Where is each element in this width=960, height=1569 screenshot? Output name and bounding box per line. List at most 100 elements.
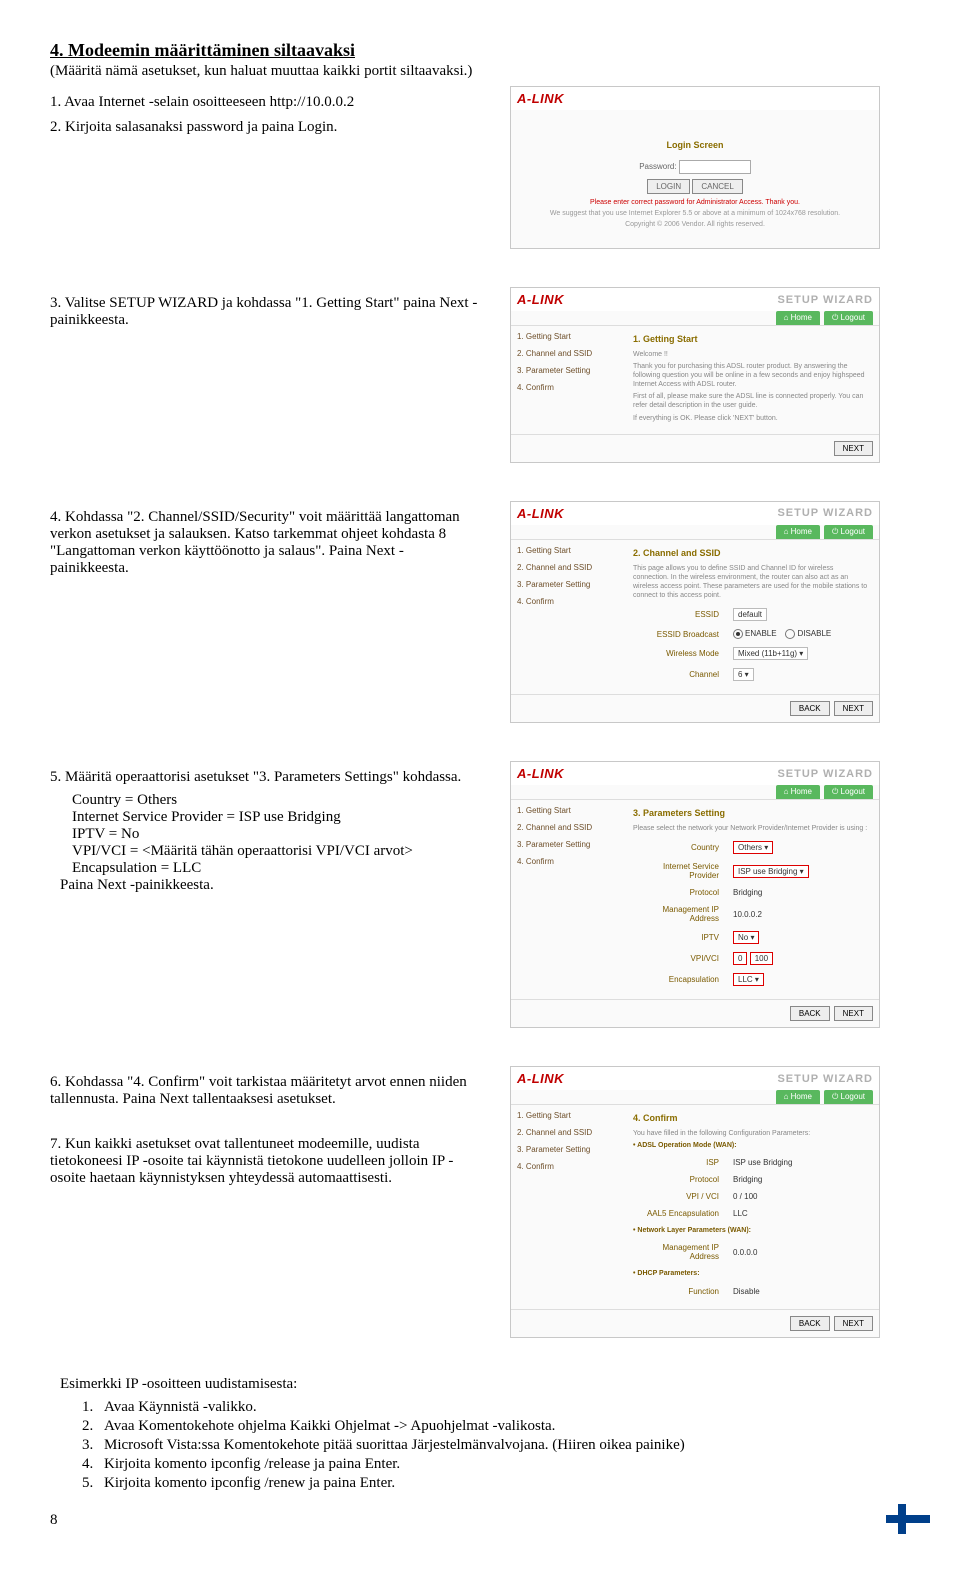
c-proto-l: Protocol <box>635 1172 727 1187</box>
nav-step-3[interactable]: 3. Parameter Setting <box>517 366 617 375</box>
nav-step-1[interactable]: 1. Getting Start <box>517 806 617 815</box>
content-p1: You have filled in the following Configu… <box>633 1129 869 1138</box>
page-number: 8 <box>50 1512 58 1528</box>
broadcast-label: ESSID Broadcast <box>635 626 727 642</box>
next-button[interactable]: NEXT <box>834 1006 873 1021</box>
wizard-sidenav: 1. Getting Start 2. Channel and SSID 3. … <box>511 800 623 999</box>
password-input[interactable] <box>679 160 751 174</box>
wmode-select[interactable]: Mixed (11b+11g) ▾ <box>733 647 808 660</box>
nav-step-2[interactable]: 2. Channel and SSID <box>517 823 617 832</box>
confirm-h2: • Network Layer Parameters (WAN): <box>633 1226 869 1235</box>
vpi-label: VPI/VCI <box>635 949 727 968</box>
isp-select[interactable]: ISP use Bridging ▾ <box>733 865 809 878</box>
ip-step-3: 3.Microsoft Vista:ssa Komentokehote pitä… <box>82 1437 910 1454</box>
vpi-input[interactable]: 0 <box>733 952 747 965</box>
iptv-label: IPTV <box>635 928 727 947</box>
next-button[interactable]: NEXT <box>834 701 873 716</box>
content-p1: This page allows you to define SSID and … <box>633 564 869 600</box>
essid-input[interactable]: default <box>733 608 767 621</box>
step-2: 2. Kirjoita salasanaksi password ja pain… <box>50 119 480 136</box>
wizard-sidenav: 1. Getting Start 2. Channel and SSID 3. … <box>511 540 623 694</box>
isp-label: Internet Service Provider <box>635 859 727 883</box>
back-button[interactable]: BACK <box>790 1316 830 1331</box>
brand-logo: A-LINK <box>517 91 564 106</box>
channel-label: Channel <box>635 665 727 684</box>
login-button[interactable]: LOGIN <box>647 179 690 194</box>
tab-logout[interactable]: ⏻ Logout <box>824 1090 873 1104</box>
broadcast-disable-radio[interactable] <box>785 629 795 639</box>
login-note-red: Please enter correct password for Admini… <box>511 199 879 206</box>
country-select[interactable]: Others ▾ <box>733 841 773 854</box>
brand-logo: A-LINK <box>517 506 564 521</box>
ip-step-2: 2.Avaa Komentokehote ohjelma Kaikki Ohje… <box>82 1418 910 1435</box>
mgmt-value: 10.0.0.2 <box>729 902 867 926</box>
nav-step-4[interactable]: 4. Confirm <box>517 383 617 392</box>
c-proto-v: Bridging <box>729 1172 867 1187</box>
cancel-button[interactable]: CANCEL <box>692 179 742 194</box>
content-p1: Please select the network your Network P… <box>633 824 869 833</box>
next-button[interactable]: NEXT <box>834 1316 873 1331</box>
tab-home[interactable]: ⌂ Home <box>776 311 820 325</box>
content-p3: If everything is OK. Please click 'NEXT'… <box>633 414 869 423</box>
back-button[interactable]: BACK <box>790 701 830 716</box>
brand-logo: A-LINK <box>517 292 564 307</box>
brand-logo: A-LINK <box>517 766 564 781</box>
tab-home[interactable]: ⌂ Home <box>776 525 820 539</box>
step-6: 6. Kohdassa "4. Confirm" voit tarkistaa … <box>50 1074 480 1108</box>
nav-step-1[interactable]: 1. Getting Start <box>517 1111 617 1120</box>
step5-l5: Encapsulation = LLC <box>72 860 490 877</box>
c-vpi-l: VPI / VCI <box>635 1189 727 1204</box>
tab-logout[interactable]: ⏻ Logout <box>824 311 873 325</box>
login-title: Login Screen <box>511 140 879 150</box>
content-title: 4. Confirm <box>633 1113 869 1123</box>
nav-step-4[interactable]: 4. Confirm <box>517 597 617 606</box>
content-p2: First of all, please make sure the ADSL … <box>633 392 869 410</box>
content-title: 3. Parameters Setting <box>633 808 869 818</box>
step-3: 3. Valitse SETUP WIZARD ja kohdassa "1. … <box>50 295 480 329</box>
nav-step-2[interactable]: 2. Channel and SSID <box>517 563 617 572</box>
content-p1: Thank you for purchasing this ADSL route… <box>633 362 869 389</box>
broadcast-enable-radio[interactable] <box>733 629 743 639</box>
nav-step-2[interactable]: 2. Channel and SSID <box>517 1128 617 1137</box>
finland-flag-icon <box>886 1504 930 1534</box>
vci-input[interactable]: 100 <box>750 952 773 965</box>
next-button[interactable]: NEXT <box>834 441 873 456</box>
tab-home[interactable]: ⌂ Home <box>776 785 820 799</box>
section-intro: (Määritä nämä asetukset, kun haluat muut… <box>50 63 910 80</box>
confirm-h1: • ADSL Operation Mode (WAN): <box>633 1141 869 1150</box>
tab-logout[interactable]: ⏻ Logout <box>824 785 873 799</box>
nav-step-2[interactable]: 2. Channel and SSID <box>517 349 617 358</box>
nav-step-1[interactable]: 1. Getting Start <box>517 546 617 555</box>
encap-select[interactable]: LLC ▾ <box>733 973 764 986</box>
wizard-title: SETUP WIZARD <box>777 768 873 780</box>
c-func-v: Disable <box>729 1284 867 1299</box>
wizard-sidenav: 1. Getting Start 2. Channel and SSID 3. … <box>511 1105 623 1308</box>
ip-intro: Esimerkki IP -osoitteen uudistamisesta: <box>60 1376 910 1393</box>
nav-step-3[interactable]: 3. Parameter Setting <box>517 580 617 589</box>
channel-select[interactable]: 6 ▾ <box>733 668 754 681</box>
screenshot-channel-ssid: A-LINK SETUP WIZARD ⌂ Home ⏻ Logout 1. G… <box>510 501 880 723</box>
nav-step-3[interactable]: 3. Parameter Setting <box>517 840 617 849</box>
wizard-sidenav: 1. Getting Start 2. Channel and SSID 3. … <box>511 326 623 434</box>
step5-l3: IPTV = No <box>72 826 490 843</box>
step-4: 4. Kohdassa "2. Channel/SSID/Security" v… <box>50 509 480 577</box>
wizard-title: SETUP WIZARD <box>777 1073 873 1085</box>
nav-step-4[interactable]: 4. Confirm <box>517 857 617 866</box>
nav-step-4[interactable]: 4. Confirm <box>517 1162 617 1171</box>
step-5: 5. Määritä operaattorisi asetukset "3. P… <box>50 769 480 786</box>
c-func-l: Function <box>635 1284 727 1299</box>
back-button[interactable]: BACK <box>790 1006 830 1021</box>
tab-logout[interactable]: ⏻ Logout <box>824 525 873 539</box>
iptv-select[interactable]: No ▾ <box>733 931 759 944</box>
content-title: 1. Getting Start <box>633 334 869 344</box>
nav-step-1[interactable]: 1. Getting Start <box>517 332 617 341</box>
tab-home[interactable]: ⌂ Home <box>776 1090 820 1104</box>
content-title: 2. Channel and SSID <box>633 548 869 558</box>
step5-l4: VPI/VCI = <Määritä tähän operaattorisi V… <box>72 843 490 860</box>
wmode-label: Wireless Mode <box>635 644 727 663</box>
c-aal-l: AAL5 Encapsulation <box>635 1206 727 1221</box>
nav-step-3[interactable]: 3. Parameter Setting <box>517 1145 617 1154</box>
brand-logo: A-LINK <box>517 1071 564 1086</box>
c-mgmt-v: 0.0.0.0 <box>729 1240 867 1264</box>
wizard-title: SETUP WIZARD <box>777 294 873 306</box>
